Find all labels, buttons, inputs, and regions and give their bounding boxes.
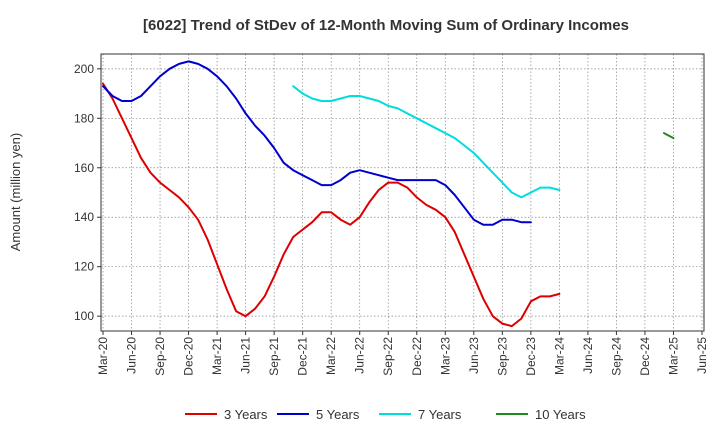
plot-area [100, 53, 705, 332]
x-tick-label: Mar-22 [324, 337, 338, 375]
x-tick-label: Mar-25 [666, 337, 680, 375]
legend: 3 Years 5 Years 7 Years 10 Years [185, 407, 586, 422]
x-tick-label: Jun-21 [239, 337, 253, 374]
x-tick-label: Sep-24 [609, 337, 623, 376]
y-tick-label: 180 [74, 111, 94, 125]
x-axis: Mar-20 Jun-20 Sep-20 Dec-20 Mar-21 Jun-21 Sep-… [96, 331, 709, 376]
x-tick-label: Jun-25 [695, 337, 709, 374]
x-tick-label: Dec-21 [296, 337, 310, 376]
x-tick-label: Jun-22 [353, 337, 367, 374]
y-axis-label: Amount (million yen) [8, 133, 23, 252]
chart-title: [6022] Trend of StDev of 12-Month Moving… [143, 17, 629, 34]
x-tick-label: Dec-22 [410, 337, 424, 376]
legend-label-7-years: 7 Years [418, 407, 462, 422]
y-axis: 100 120 140 160 180 200 [74, 62, 101, 323]
x-tick-label: Sep-21 [267, 337, 281, 376]
x-tick-label: Dec-20 [182, 337, 196, 376]
y-tick-label: 140 [74, 210, 94, 224]
y-tick-label: 160 [74, 161, 94, 175]
x-tick-label: Mar-24 [552, 337, 566, 375]
y-tick-label: 200 [74, 62, 94, 76]
x-tick-label: Sep-23 [495, 337, 509, 376]
x-tick-label: Mar-20 [96, 337, 110, 375]
legend-label-10-years: 10 Years [535, 407, 586, 422]
x-tick-label: Jun-23 [467, 337, 481, 374]
x-tick-label: Dec-23 [524, 337, 538, 376]
legend-label-3-years: 3 Years [224, 407, 268, 422]
x-tick-label: Dec-24 [638, 337, 652, 376]
series-line-5-years [102, 60, 532, 226]
x-tick-label: Mar-21 [210, 337, 224, 375]
series-line-10-years [663, 132, 675, 140]
y-tick-label: 100 [74, 309, 94, 323]
x-tick-label: Jun-20 [125, 337, 139, 374]
grid [101, 54, 704, 331]
series-lines [102, 60, 675, 328]
series-line-3-years [102, 82, 561, 328]
x-tick-label: Mar-23 [438, 337, 452, 375]
x-tick-label: Sep-22 [381, 337, 395, 376]
x-tick-label: Jun-24 [581, 337, 595, 374]
x-tick-label: Sep-20 [153, 337, 167, 376]
legend-label-5-years: 5 Years [316, 407, 360, 422]
y-tick-label: 120 [74, 260, 94, 274]
series-line-7-years [292, 85, 561, 199]
